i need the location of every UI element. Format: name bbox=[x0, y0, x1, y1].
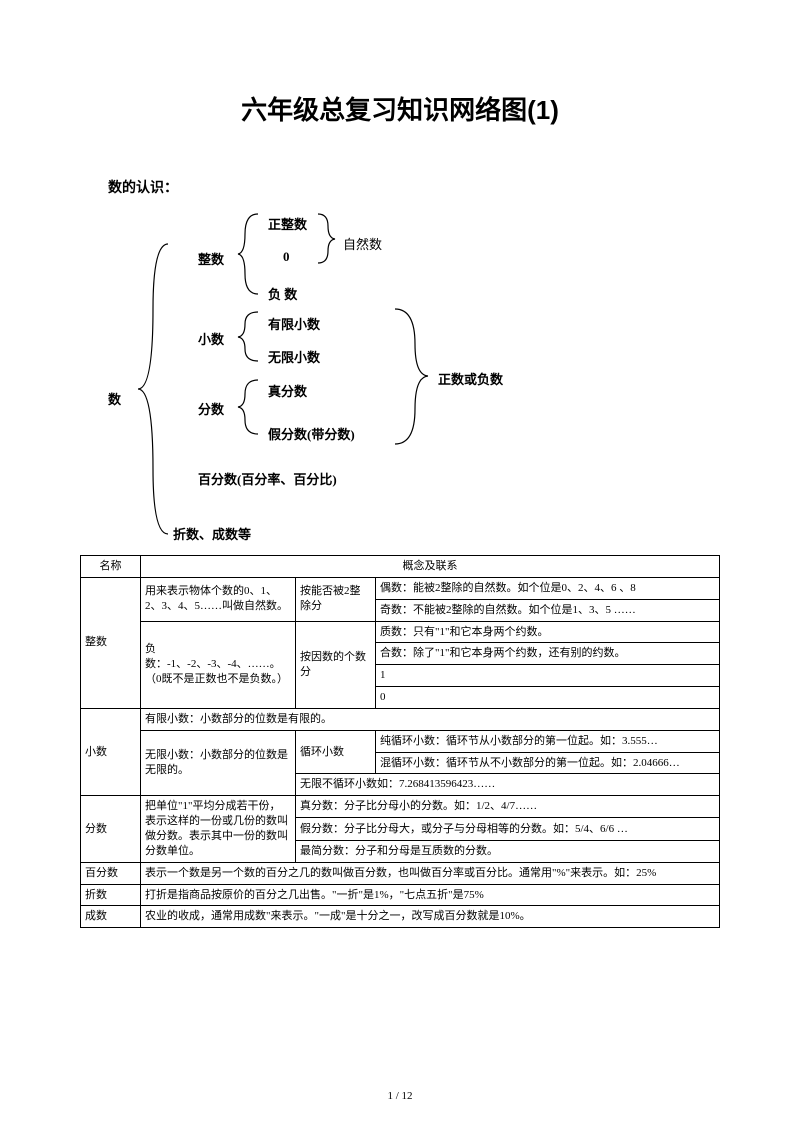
brace-decimal bbox=[233, 309, 263, 364]
cell-proper: 真分数：分子比分母小的分数。如：1/2、4/7…… bbox=[296, 796, 720, 818]
cell-integer-name: 整数 bbox=[81, 577, 141, 708]
cell-simplest: 最简分数：分子和分母是互质数的分数。 bbox=[296, 840, 720, 862]
node-posneg: 正数或负数 bbox=[438, 369, 503, 388]
cell-natural-def: 用来表示物体个数的0、1、2、3、4、5……叫做自然数。 bbox=[141, 577, 296, 621]
cell-repeat-header: 循环小数 bbox=[296, 730, 376, 774]
cell-discount-def: 打折是指商品按原价的百分之几出售。"一折"是1%，"七点五折"是75% bbox=[141, 884, 720, 906]
cell-factor-header: 按因数的个数分 bbox=[296, 621, 376, 708]
node-proper: 真分数 bbox=[268, 381, 307, 400]
brace-right bbox=[390, 304, 435, 449]
cell-neg-def: 负数：-1、-2、-3、-4、……。（0既不是正数也不是负数。） bbox=[141, 621, 296, 708]
cell-infinite-def: 无限小数：小数部分的位数是无限的。 bbox=[141, 730, 296, 796]
node-posint: 正整数 bbox=[268, 214, 307, 233]
brace-root bbox=[128, 239, 178, 539]
node-fraction: 分数 bbox=[198, 399, 224, 418]
cell-nonrepeat: 无限不循环小数如：7.268413596423…… bbox=[296, 774, 720, 796]
cell-fraction-def: 把单位"1"平均分成若干份，表示这样的一份或几份的数叫做分数。表示其中一份的数叫… bbox=[141, 796, 296, 862]
node-infinite: 无限小数 bbox=[268, 347, 320, 366]
cell-improper: 假分数：分子比分母大，或分子与分母相等的分数。如：5/4、6/6 … bbox=[296, 818, 720, 840]
node-other: 折数、成数等 bbox=[173, 524, 251, 543]
node-improper: 假分数(带分数) bbox=[268, 424, 355, 443]
cell-percent-def: 表示一个数是另一个数的百分之几的数叫做百分数，也叫做百分率或百分比。通常用"%"… bbox=[141, 862, 720, 884]
cell-odd: 奇数：不能被2整除的自然数。如个位是1、3、5 …… bbox=[376, 599, 720, 621]
cell-prime: 质数：只有"1"和它本身两个约数。 bbox=[376, 621, 720, 643]
cell-decimal-name: 小数 bbox=[81, 708, 141, 795]
cell-composite: 合数：除了"1"和它本身两个约数，还有别的约数。 bbox=[376, 643, 720, 665]
node-natural: 自然数 bbox=[343, 234, 382, 253]
cell-discount-name: 折数 bbox=[81, 884, 141, 906]
th-concept: 概念及联系 bbox=[141, 556, 720, 578]
cell-mixed-repeat: 混循环小数：循环节从不小数部分的第一位起。如：2.04666… bbox=[376, 752, 720, 774]
cell-one: 1 bbox=[376, 665, 720, 687]
th-name: 名称 bbox=[81, 556, 141, 578]
brace-integer bbox=[233, 209, 263, 299]
tree-diagram: 数 整数 小数 分数 百分数(百分率、百分比) 折数、成数等 正整数 0 负 数… bbox=[108, 209, 720, 549]
cell-pure-repeat: 纯循环小数：循环节从小数部分的第一位起。如：3.555… bbox=[376, 730, 720, 752]
cell-even: 偶数：能被2整除的自然数。如个位是0、2、4、6 、8 bbox=[376, 577, 720, 599]
node-negint: 负 数 bbox=[268, 284, 297, 303]
section-heading: 数的认识： bbox=[108, 177, 720, 197]
node-root: 数 bbox=[108, 389, 121, 408]
cell-percent-name: 百分数 bbox=[81, 862, 141, 884]
node-zero: 0 bbox=[283, 249, 290, 265]
cell-cheng-name: 成数 bbox=[81, 906, 141, 928]
node-integer: 整数 bbox=[198, 249, 224, 268]
node-decimal: 小数 bbox=[198, 329, 224, 348]
cell-fraction-name: 分数 bbox=[81, 796, 141, 862]
cell-cheng-def: 农业的收成，通常用成数"来表示。"一成"是十分之一，改写成百分数就是10%。 bbox=[141, 906, 720, 928]
page-title: 六年级总复习知识网络图(1) bbox=[80, 90, 720, 127]
node-finite: 有限小数 bbox=[268, 314, 320, 333]
concept-table: 名称 概念及联系 整数 用来表示物体个数的0、1、2、3、4、5……叫做自然数。… bbox=[80, 555, 720, 928]
node-percent: 百分数(百分率、百分比) bbox=[198, 469, 337, 488]
page-footer: 1 / 12 bbox=[0, 1090, 800, 1102]
cell-zero: 0 bbox=[376, 687, 720, 709]
cell-finite: 有限小数：小数部分的位数是有限的。 bbox=[141, 708, 720, 730]
brace-fraction bbox=[233, 377, 263, 437]
cell-div2-header: 按能否被2整除分 bbox=[296, 577, 376, 621]
brace-natural bbox=[313, 211, 338, 266]
